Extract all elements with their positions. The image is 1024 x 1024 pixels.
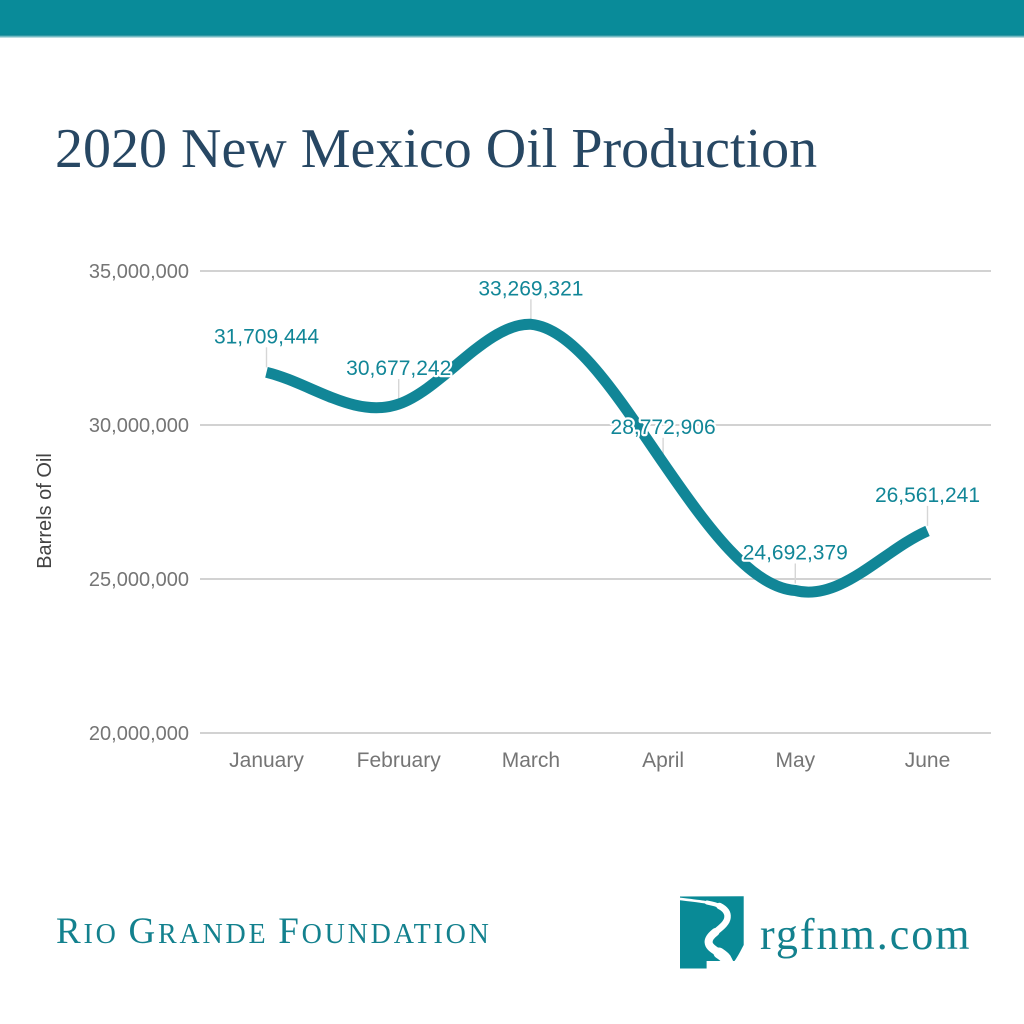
svg-text:33,269,321: 33,269,321 (478, 277, 583, 300)
svg-text:June: June (905, 749, 951, 772)
svg-text:24,692,379: 24,692,379 (743, 542, 848, 565)
svg-text:April: April (642, 749, 684, 772)
svg-text:May: May (775, 749, 815, 772)
svg-text:March: March (502, 749, 560, 772)
svg-text:Barrels of Oil: Barrels of Oil (34, 453, 56, 569)
svg-text:28,772,906: 28,772,906 (611, 416, 716, 439)
svg-text:20,000,000: 20,000,000 (89, 723, 189, 745)
svg-text:31,709,444: 31,709,444 (214, 325, 319, 348)
svg-text:30,000,000: 30,000,000 (89, 415, 189, 437)
svg-text:January: January (229, 749, 304, 772)
svg-text:February: February (357, 749, 442, 772)
svg-text:25,000,000: 25,000,000 (89, 569, 189, 591)
svg-text:26,561,241: 26,561,241 (875, 484, 980, 507)
svg-text:30,677,242: 30,677,242 (346, 357, 451, 380)
svg-text:35,000,000: 35,000,000 (89, 261, 189, 283)
